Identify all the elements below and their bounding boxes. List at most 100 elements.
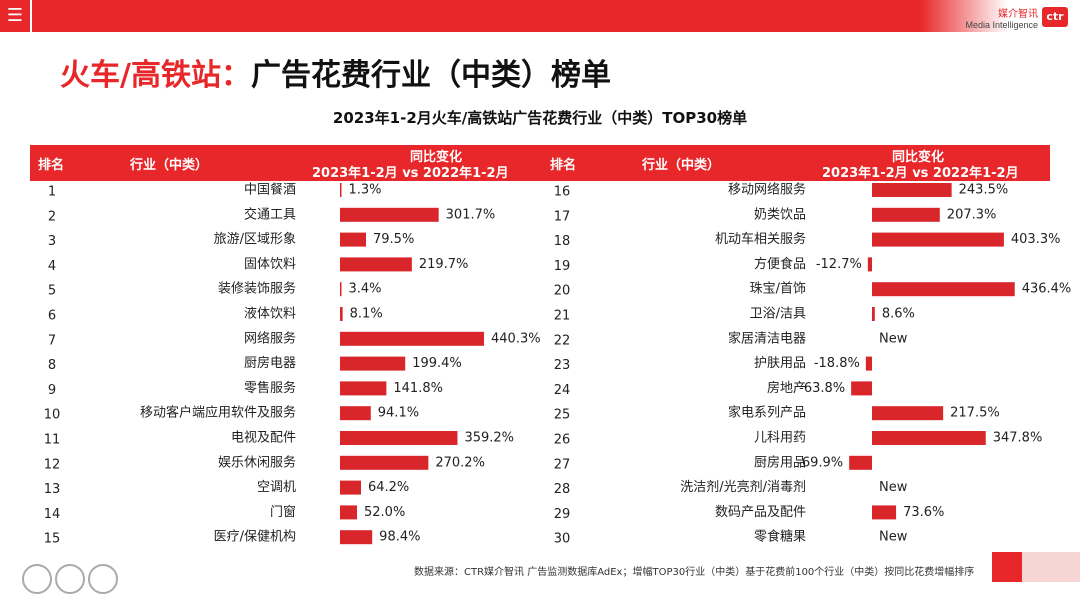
rank-label: 19 — [554, 259, 571, 274]
sgs-seal-icon — [22, 564, 52, 594]
header-change-line2: 2023年1-2月 vs 2022年1-2月 — [822, 166, 1019, 181]
industry-label: 交通工具 — [244, 206, 296, 222]
value-label: -63.8% — [799, 381, 845, 396]
table-header-right: 排名 行业（中类） 同比变化 2023年1-2月 vs 2022年1-2月 — [546, 145, 1050, 181]
rank-label: 6 — [48, 309, 56, 324]
bar — [867, 257, 872, 272]
rank-label: 26 — [554, 433, 571, 448]
bar — [865, 356, 872, 371]
industry-label: 数码产品及配件 — [715, 505, 806, 520]
bar — [340, 307, 343, 321]
value-label: -18.8% — [814, 356, 860, 371]
value-label: 217.5% — [950, 406, 1000, 421]
industry-label: 液体饮料 — [244, 307, 296, 322]
rank-label: 16 — [554, 185, 571, 200]
sgs-seal-icon — [88, 564, 118, 594]
rank-label: 7 — [48, 333, 56, 348]
rank-label: 21 — [554, 309, 571, 324]
value-label: 243.5% — [959, 183, 1009, 198]
header-industry: 行业（中类） — [642, 158, 721, 173]
value-label: 436.4% — [1022, 282, 1072, 297]
bar — [340, 232, 367, 247]
bar — [340, 356, 406, 371]
industry-label: 装修装饰服务 — [218, 281, 296, 297]
industry-label: 卫浴/洁具 — [750, 307, 806, 322]
value-label: 347.8% — [993, 431, 1043, 446]
value-label: 1.3% — [349, 183, 382, 198]
industry-label: 洗洁剂/光亮剂/消毒剂 — [680, 479, 806, 495]
industry-label: 医疗/保健机构 — [214, 530, 296, 545]
bar — [851, 381, 872, 396]
industry-label: 移动网络服务 — [728, 182, 806, 198]
industry-label: 中国餐酒 — [244, 182, 296, 198]
rank-label: 24 — [554, 383, 571, 398]
header-change-line2: 2023年1-2月 vs 2022年1-2月 — [312, 166, 509, 181]
bar — [340, 431, 458, 445]
value-label: 64.2% — [368, 480, 409, 495]
table-header-left: 排名 行业（中类） 同比变化 2023年1-2月 vs 2022年1-2月 — [30, 145, 546, 181]
industry-label: 旅游/区域形象 — [214, 232, 296, 247]
industry-label: 方便食品 — [754, 256, 806, 272]
bar — [340, 530, 373, 545]
brand-en: Media Intelligence — [965, 20, 1038, 30]
rank-label: 1 — [48, 185, 56, 200]
industry-label: 网络服务 — [244, 330, 296, 346]
top-bar: ☰ 媒介智讯 Media Intelligence ctr — [0, 0, 1080, 32]
rank-label: 30 — [554, 532, 571, 547]
bar — [340, 183, 342, 197]
industry-label: 厨房电器 — [244, 355, 296, 371]
sgs-seal-icon — [55, 564, 85, 594]
bar — [340, 207, 439, 222]
rank-label: 14 — [44, 507, 61, 522]
bar — [340, 505, 358, 520]
rank-label: 23 — [554, 358, 571, 373]
bar — [872, 183, 952, 197]
rank-label: 2 — [48, 209, 56, 224]
industry-label: 固体饮料 — [244, 257, 296, 272]
rank-label: 12 — [44, 457, 61, 472]
value-label: 301.7% — [446, 207, 496, 222]
rank-label: 3 — [48, 234, 56, 249]
value-label: 94.1% — [378, 406, 419, 421]
value-label: 403.3% — [1011, 232, 1061, 247]
bar — [872, 232, 1004, 247]
industry-label: 娱乐休闲服务 — [218, 454, 296, 470]
bar — [340, 331, 484, 346]
industry-label: 零食糖果 — [754, 529, 806, 545]
top-bar-band — [32, 0, 920, 32]
industry-label: 儿科用药 — [754, 431, 806, 446]
industry-label: 机动车相关服务 — [715, 231, 806, 247]
rank-label: 25 — [554, 408, 571, 423]
footer-accent-red — [992, 552, 1022, 582]
rank-label: 13 — [44, 482, 61, 497]
footer-accent-pink — [1022, 552, 1080, 582]
rank-label: 10 — [44, 408, 61, 423]
value-label: 207.3% — [947, 207, 997, 222]
hamburger-icon[interactable]: ☰ — [0, 0, 30, 32]
industry-label: 护肤用品 — [754, 356, 806, 371]
bar — [872, 207, 940, 222]
value-label: 359.2% — [464, 431, 514, 446]
page-title: 火车/高铁站：广告花费行业（中类）榜单 — [60, 50, 611, 94]
bar — [872, 505, 897, 520]
data-source-note: 数据来源：CTR媒介智讯 广告监测数据库AdEx；增幅TOP30行业（中类）基于… — [414, 567, 975, 578]
value-label: 141.8% — [393, 381, 443, 396]
value-label: -12.7% — [816, 257, 862, 272]
bar — [340, 381, 387, 396]
value-label: 79.5% — [373, 232, 414, 247]
value-label: 270.2% — [435, 455, 485, 470]
industry-label: 零售服务 — [244, 380, 296, 396]
industry-label: 移动客户端应用软件及服务 — [140, 405, 296, 421]
value-label: 219.7% — [419, 257, 469, 272]
header-rank: 排名 — [38, 158, 65, 173]
rank-label: 8 — [48, 358, 56, 373]
industry-label: 奶类饮品 — [754, 207, 806, 222]
header-rank: 排名 — [550, 158, 577, 173]
value-label: 52.0% — [364, 505, 405, 520]
value-label: 3.4% — [349, 282, 382, 297]
value-label: New — [879, 331, 908, 346]
chart-subtitle: 2023年1-2月火车/高铁站广告花费行业（中类）TOP30榜单 — [332, 109, 748, 127]
bar — [340, 480, 361, 495]
header-change-line1: 同比变化 — [892, 150, 945, 165]
